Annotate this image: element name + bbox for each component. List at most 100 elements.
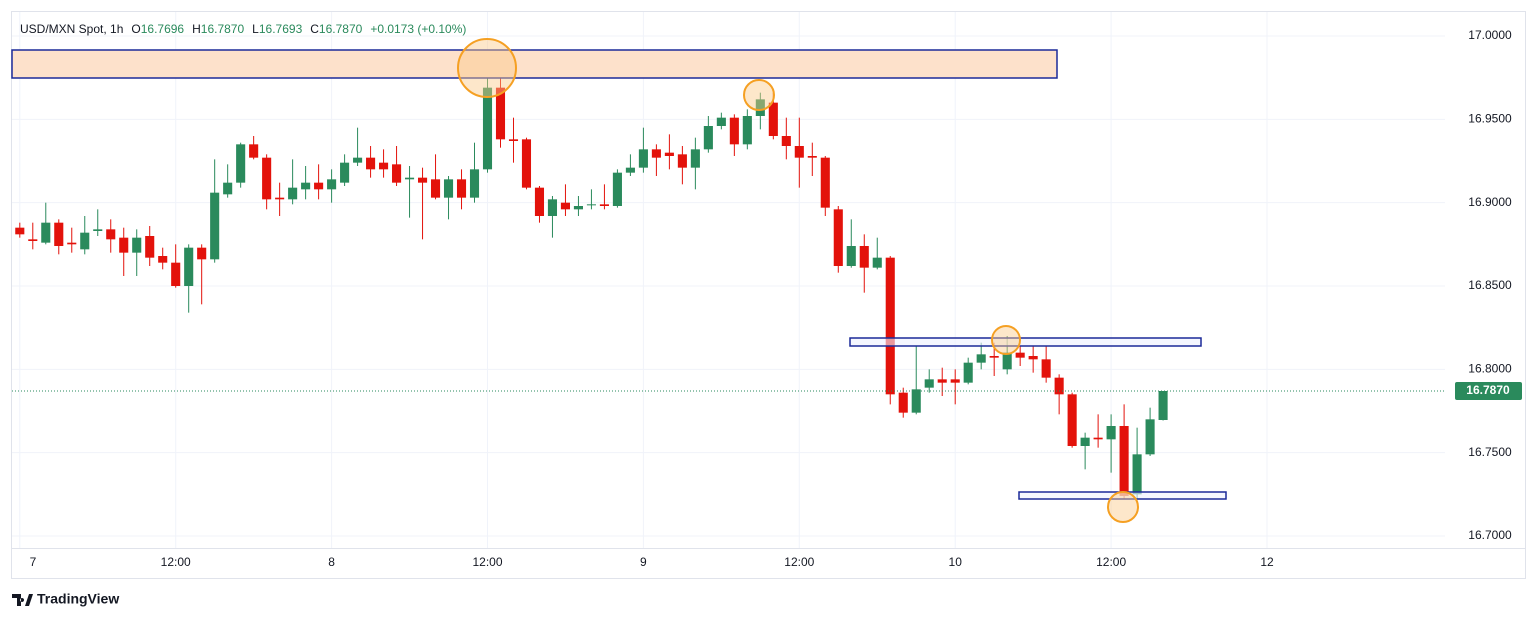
candle-body <box>1145 419 1155 455</box>
candle-body <box>742 116 752 145</box>
candle-body <box>989 356 999 358</box>
candle-body <box>690 149 700 168</box>
candle-body <box>1067 394 1077 446</box>
candle-body <box>1002 352 1012 370</box>
candle-body <box>586 204 596 206</box>
candle-body <box>547 199 558 216</box>
y-tick-label: 16.9500 <box>1468 112 1512 126</box>
candle-body <box>859 246 869 268</box>
candle-body <box>288 187 298 200</box>
highlight-circle <box>743 79 775 111</box>
candle-body <box>171 262 181 286</box>
candle-body <box>651 149 661 158</box>
legend-key: C <box>310 22 319 36</box>
x-tick-label: 10 <box>949 555 963 569</box>
candle-body <box>353 157 363 163</box>
candle-body <box>677 154 687 168</box>
candle-body <box>28 239 38 241</box>
candle-body <box>1158 391 1168 420</box>
candle-body <box>236 144 246 183</box>
candle-body <box>625 167 635 173</box>
candle-body <box>210 192 220 260</box>
candle-body <box>430 179 441 198</box>
candle-body <box>275 197 285 200</box>
candle-body <box>820 157 830 208</box>
y-tick-label: 16.8500 <box>1468 278 1512 292</box>
candle-body <box>1119 426 1129 496</box>
candle-body <box>924 379 934 388</box>
candle-body <box>67 242 77 245</box>
candle-body <box>1132 454 1142 495</box>
candle-body <box>456 179 467 198</box>
candle-body <box>1106 426 1116 440</box>
candle-body <box>755 99 765 116</box>
candle-body <box>638 149 648 168</box>
last-price-label: 16.7870 <box>1466 383 1510 397</box>
candle-body <box>898 392 908 413</box>
legend-key: O <box>131 22 140 36</box>
candle-body <box>963 362 973 383</box>
candles <box>15 69 1168 500</box>
candle-body <box>911 389 921 413</box>
candle-body <box>417 177 428 183</box>
y-tick-label: 16.7000 <box>1468 528 1512 542</box>
candle-body <box>184 247 194 286</box>
legend-key: L <box>252 22 259 36</box>
candle-body <box>885 257 895 395</box>
highlight-circle <box>1107 491 1139 523</box>
candle-body <box>379 162 389 170</box>
candle-body <box>15 227 25 235</box>
logo-icon <box>12 594 33 606</box>
y-tick-label: 16.9000 <box>1468 195 1512 209</box>
candle-body <box>469 169 480 198</box>
candle-body <box>314 182 324 190</box>
candle-body <box>249 144 259 158</box>
candle-body <box>716 117 726 126</box>
legend-change: +0.0173 (+0.10%) <box>370 22 466 36</box>
legend-key: H <box>192 22 201 36</box>
resistance-zone <box>11 49 1058 79</box>
candle-body <box>482 87 493 170</box>
candle-body <box>392 164 402 183</box>
candle-body <box>729 117 739 145</box>
x-tick-label: 12:00 <box>161 555 191 569</box>
candle-body <box>119 237 129 253</box>
candle-body <box>560 202 570 210</box>
candle-body <box>301 182 311 190</box>
grid <box>12 12 1445 548</box>
x-tick-label: 8 <box>328 555 335 569</box>
candle-body <box>405 177 415 180</box>
candle-body <box>781 136 791 146</box>
candle-body <box>262 157 272 200</box>
candle-body <box>106 229 116 240</box>
last-price-box <box>1455 382 1522 400</box>
candle-body <box>1054 377 1064 395</box>
candle-body <box>340 162 350 183</box>
x-tick-label: 12:00 <box>784 555 814 569</box>
candle-body <box>1028 356 1038 360</box>
brand-logo: TradingView <box>12 591 119 607</box>
candle-body <box>833 209 843 266</box>
y-tick-label: 17.0000 <box>1468 28 1512 42</box>
candle-body <box>80 232 90 250</box>
candle-body <box>599 204 609 206</box>
candle-body <box>703 126 713 150</box>
y-tick-label: 16.8000 <box>1468 362 1512 376</box>
candle-body <box>1015 352 1025 358</box>
candle-body <box>664 152 674 156</box>
legend-value: 16.7870 <box>201 22 245 36</box>
axes: 16.7000 16.7500 16.8000 16.8500 16.9000 16.95… <box>12 28 1522 569</box>
candle-body <box>1093 437 1103 440</box>
candle-body <box>1080 437 1090 446</box>
legend-symbol: USD/MXN Spot, 1h <box>20 22 123 36</box>
candle-body <box>132 237 142 253</box>
candle-body <box>495 87 506 140</box>
candle-body <box>41 222 51 243</box>
legend-value: 16.7696 <box>141 22 185 36</box>
candle-body <box>93 229 103 231</box>
highlight-circle <box>991 325 1021 355</box>
candle-body <box>768 102 778 136</box>
candle-body <box>976 354 986 363</box>
candle-body <box>950 379 960 383</box>
